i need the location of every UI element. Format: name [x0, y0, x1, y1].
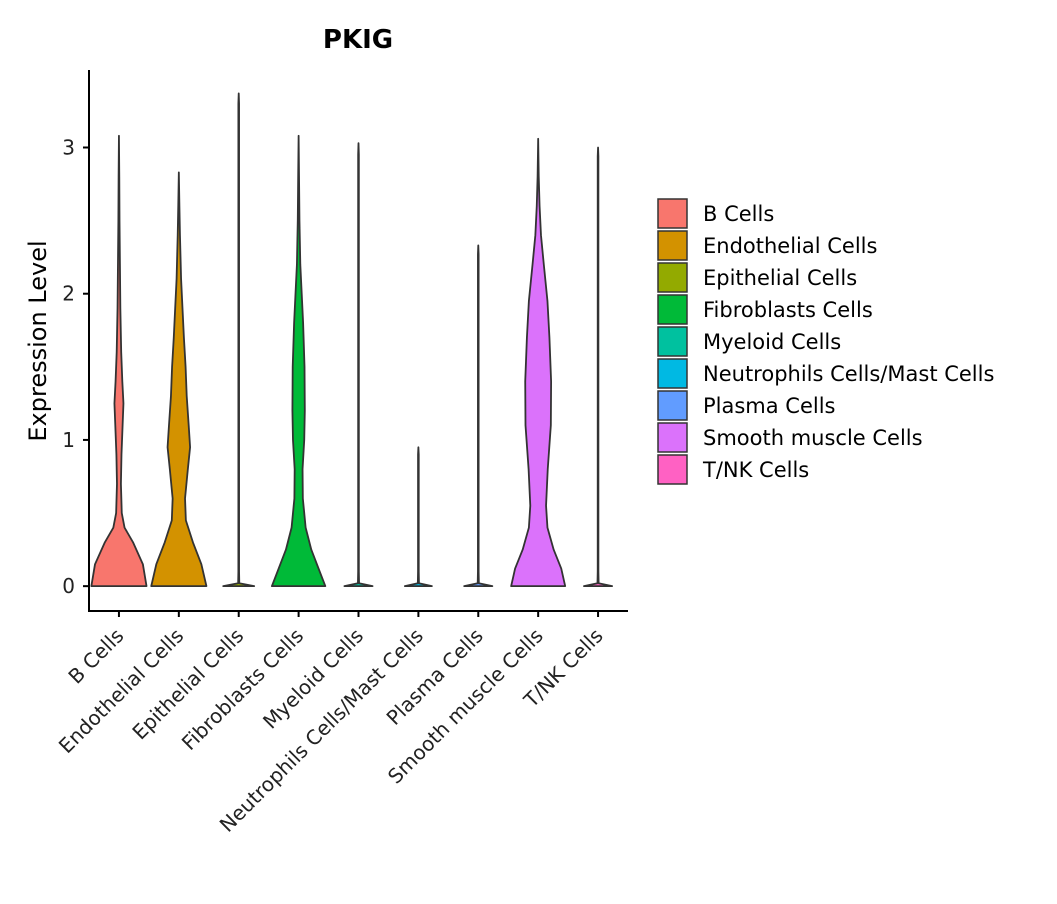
- legend-key-b-cells: [657, 198, 688, 229]
- y-tick-label-3: 3: [62, 135, 75, 159]
- legend-key-myeloid-cells: [657, 326, 688, 357]
- y-tick-label-2: 2: [62, 282, 75, 306]
- violin-smooth-muscle-cells: [510, 137, 567, 588]
- legend: B Cells Endothelial Cells Epithelial Cells…: [657, 198, 994, 485]
- legend-key-neutrophils-cells-mast-cells: [657, 358, 688, 389]
- violin-t-nk-cells: [583, 146, 614, 588]
- legend-label-epithelial-cells: Epithelial Cells: [703, 266, 857, 290]
- violin-fibroblasts-cells: [270, 134, 327, 588]
- legend-key-t-nk-cells: [657, 454, 688, 485]
- legend-key-fibroblasts-cells: [657, 294, 688, 325]
- y-tick-label-0: 0: [62, 574, 75, 598]
- violin-b-cells: [90, 134, 148, 588]
- legend-label-myeloid-cells: Myeloid Cells: [703, 330, 841, 354]
- legend-label-b-cells: B Cells: [703, 202, 774, 226]
- y-axis-ticks: 0 1 2 3: [62, 135, 89, 598]
- legend-key-smooth-muscle-cells: [657, 422, 688, 453]
- legend-label-t-nk-cells: T/NK Cells: [702, 458, 809, 482]
- y-axis-title: Expression Level: [24, 240, 52, 441]
- y-tick-label-1: 1: [62, 428, 75, 452]
- legend-label-fibroblasts-cells: Fibroblasts Cells: [703, 298, 873, 322]
- violin-series-group: [90, 92, 614, 588]
- legend-label-plasma-cells: Plasma Cells: [703, 394, 836, 418]
- violin-neutrophils-cells-mast-cells: [403, 446, 433, 588]
- violin-endothelial-cells: [150, 171, 208, 588]
- violin-epithelial-cells: [222, 92, 256, 588]
- violin-myeloid-cells: [343, 142, 374, 588]
- legend-label-smooth-muscle-cells: Smooth muscle Cells: [703, 426, 923, 450]
- legend-key-plasma-cells: [657, 390, 688, 421]
- violin-plasma-cells: [463, 244, 494, 588]
- legend-label-endothelial-cells: Endothelial Cells: [703, 234, 877, 258]
- legend-label-neutrophils-cells-mast-cells: Neutrophils Cells/Mast Cells: [703, 362, 994, 386]
- legend-key-endothelial-cells: [657, 230, 688, 261]
- chart-title: PKIG: [323, 25, 393, 55]
- legend-key-epithelial-cells: [657, 262, 688, 293]
